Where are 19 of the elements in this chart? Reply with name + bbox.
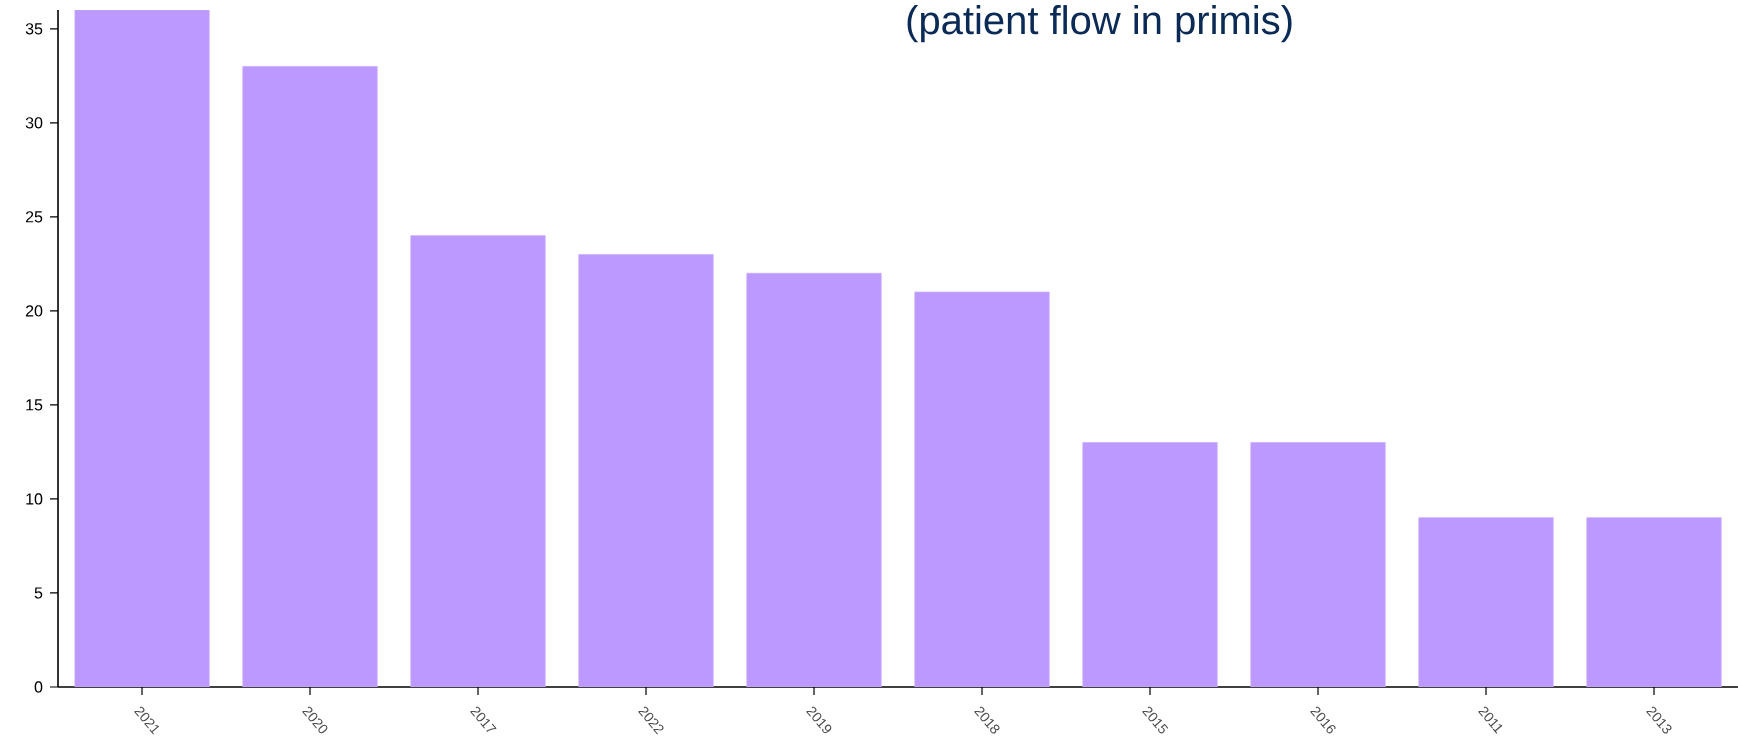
y-tick-label: 10 bbox=[26, 493, 43, 505]
bar bbox=[1082, 442, 1218, 687]
bar bbox=[914, 291, 1050, 687]
bar bbox=[1250, 442, 1386, 687]
bar bbox=[74, 10, 210, 687]
y-tick-label: 15 bbox=[26, 399, 43, 411]
bar bbox=[578, 254, 714, 687]
bar bbox=[1586, 517, 1722, 687]
bar bbox=[410, 235, 546, 687]
y-tick-label: 20 bbox=[25, 305, 43, 317]
y-tick-label: 35 bbox=[25, 23, 43, 35]
bar bbox=[242, 66, 378, 687]
y-tick-label: 5 bbox=[34, 587, 43, 599]
y-tick-label: 25 bbox=[25, 211, 43, 223]
chart-title: (patient flow in primis) bbox=[907, 5, 1292, 43]
y-tick-label: 0 bbox=[34, 681, 43, 693]
y-tick-label: 30 bbox=[25, 117, 43, 129]
bar bbox=[1418, 517, 1554, 687]
bar bbox=[746, 272, 882, 687]
